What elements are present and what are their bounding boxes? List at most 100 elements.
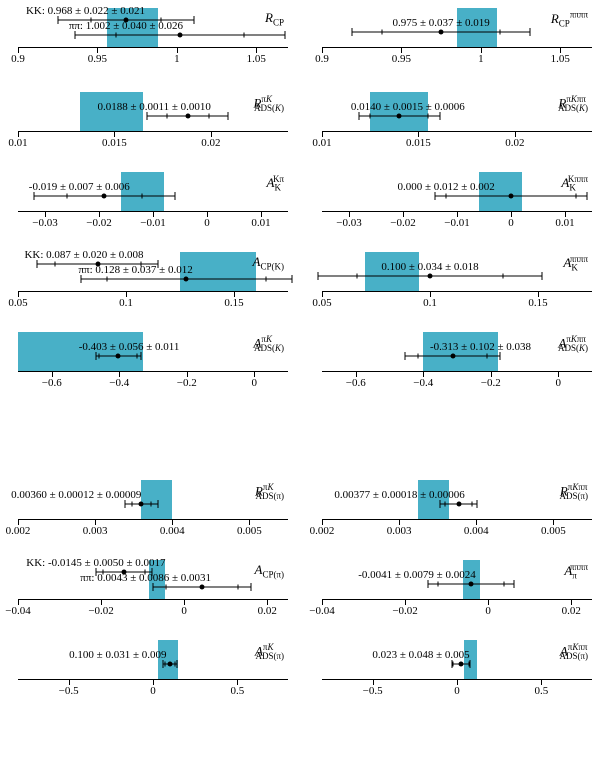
- error-cap: [435, 192, 436, 200]
- data-point: [458, 662, 463, 667]
- chart-panel: 0.0140 ± 0.0015 ± 0.00060.010.0150.02RπK…: [322, 92, 592, 132]
- error-cap: [140, 352, 141, 360]
- axis-tick-label: 0.95: [88, 53, 107, 65]
- data-point: [439, 30, 444, 35]
- axis-tick-label: 0.05: [312, 297, 331, 309]
- error-cap-inner: [446, 194, 447, 199]
- axis-tick-label: 0.002: [6, 525, 31, 537]
- axis-tick-label: −0.02: [390, 217, 415, 229]
- axis-tick-label: −0.5: [363, 685, 383, 697]
- measurement-label: 0.0140 ± 0.0015 ± 0.0006: [351, 101, 465, 113]
- axis-tick-label: 0.1: [119, 297, 133, 309]
- axis-tick-label: −0.02: [88, 605, 113, 617]
- panel-title: AπKππADS(π): [560, 642, 588, 661]
- panel-title: AπKADS(π): [255, 642, 284, 661]
- error-cap-inner: [487, 354, 488, 359]
- measurement-label: 0.00377 ± 0.00018 ± 0.00006: [334, 489, 464, 501]
- axis-tick-label: 1: [174, 53, 180, 65]
- axis-tick-label: 0.02: [505, 137, 524, 149]
- panel-title: RπKADS(K): [253, 94, 284, 113]
- error-cap-inner: [116, 33, 117, 38]
- error-cap-inner: [472, 502, 473, 507]
- axis-tick-label: 0.01: [251, 217, 270, 229]
- panel-title: Aπππππ: [564, 562, 588, 581]
- error-cap-inner: [237, 585, 238, 590]
- error-cap: [542, 272, 543, 280]
- error-cap-inner: [166, 585, 167, 590]
- measurement-label: KK: 0.087 ± 0.020 ± 0.008: [24, 249, 143, 261]
- chart-panel: 0.00360 ± 0.00012 ± 0.000090.0020.0030.0…: [18, 480, 288, 520]
- axis-tick-label: 0.15: [224, 297, 243, 309]
- axis-tick-label: 0: [181, 605, 187, 617]
- error-cap: [284, 31, 285, 39]
- error-cap: [586, 192, 587, 200]
- error-cap-inner: [452, 662, 453, 667]
- error-cap: [358, 112, 359, 120]
- error-cap: [153, 583, 154, 591]
- panel-title: AKKπ: [267, 174, 285, 193]
- chart-panel: 0.0188 ± 0.0011 ± 0.00100.010.0150.02RπK…: [18, 92, 288, 132]
- error-cap-inner: [444, 502, 445, 507]
- axis-tick-label: 0.95: [392, 53, 411, 65]
- data-point: [167, 662, 172, 667]
- axis-tick-label: 1: [478, 53, 484, 65]
- error-cap-inner: [175, 662, 176, 667]
- axis-tick-label: 0.9: [11, 53, 25, 65]
- error-cap: [194, 16, 195, 24]
- axis-tick-label: −0.2: [481, 377, 501, 389]
- error-cap-inner: [166, 114, 167, 119]
- error-cap-inner: [499, 30, 500, 35]
- measurement-label: -0.019 ± 0.007 ± 0.006: [29, 181, 130, 193]
- data-point: [139, 502, 144, 507]
- error-cap: [499, 352, 500, 360]
- chart-panel: 0.00377 ± 0.00018 ± 0.000060.0020.0030.0…: [322, 480, 592, 520]
- axis-tick-label: 0: [454, 685, 460, 697]
- panel-title: RπKADS(π): [255, 482, 284, 501]
- chart-panel: -0.313 ± 0.102 ± 0.038−0.6−0.4−0.20AπKππ…: [322, 332, 592, 372]
- measurement-label: 0.000 ± 0.012 ± 0.002: [397, 181, 494, 193]
- axis-tick-label: −0.04: [5, 605, 30, 617]
- axis-tick-label: 0.15: [528, 297, 547, 309]
- measurement-label: 0.975 ± 0.037 ± 0.019: [392, 17, 489, 29]
- measurement-label: ππ: 0.0043 ± 0.0086 ± 0.0031: [80, 572, 211, 584]
- measurement-label: -0.313 ± 0.102 ± 0.038: [430, 341, 531, 353]
- panel-title: ACP(K): [253, 254, 284, 272]
- error-cap-inner: [54, 262, 55, 267]
- axis-tick-label: 0.015: [406, 137, 431, 149]
- axis-tick-label: 0: [150, 685, 156, 697]
- measurement-label: 0.023 ± 0.048 ± 0.005: [372, 649, 469, 661]
- measurement-label: ππ: 0.128 ± 0.037 ± 0.012: [78, 264, 192, 276]
- data-point: [428, 274, 433, 279]
- error-cap-inner: [164, 662, 165, 667]
- error-cap: [292, 275, 293, 283]
- axis-tick-label: −0.02: [86, 217, 111, 229]
- measurement-label: 0.00360 ± 0.00012 ± 0.00009: [11, 489, 141, 501]
- panel-title: RCP: [265, 10, 284, 28]
- error-cap: [250, 583, 251, 591]
- panel-title: AKππππ: [563, 254, 588, 273]
- error-cap: [405, 352, 406, 360]
- error-cap-inner: [575, 194, 576, 199]
- error-cap-inner: [418, 354, 419, 359]
- error-cap: [57, 16, 58, 24]
- axis-tick-label: 0.02: [258, 605, 277, 617]
- data-point: [200, 585, 205, 590]
- error-cap: [80, 275, 81, 283]
- axis-tick-label: −0.02: [392, 605, 417, 617]
- error-cap-inner: [468, 662, 469, 667]
- error-cap: [37, 260, 38, 268]
- error-cap-inner: [150, 502, 151, 507]
- error-cap-inner: [208, 114, 209, 119]
- error-cap: [317, 272, 318, 280]
- panel-title: RCPππππ: [551, 10, 588, 29]
- axis-tick-label: 0.02: [562, 605, 581, 617]
- error-cap-inner: [438, 582, 439, 587]
- axis-tick-label: 0.01: [555, 217, 574, 229]
- data-point: [509, 194, 514, 199]
- axis-tick-label: 0: [508, 217, 514, 229]
- panel-title: RπKππADS(π): [560, 482, 588, 501]
- chart-panel: KK: 0.968 ± 0.022 ± 0.021ππ: 1.002 ± 0.0…: [18, 8, 288, 48]
- measurement-label: KK: 0.968 ± 0.022 ± 0.021: [26, 5, 145, 17]
- error-cap-inner: [370, 114, 371, 119]
- axis-tick-label: 0.01: [8, 137, 27, 149]
